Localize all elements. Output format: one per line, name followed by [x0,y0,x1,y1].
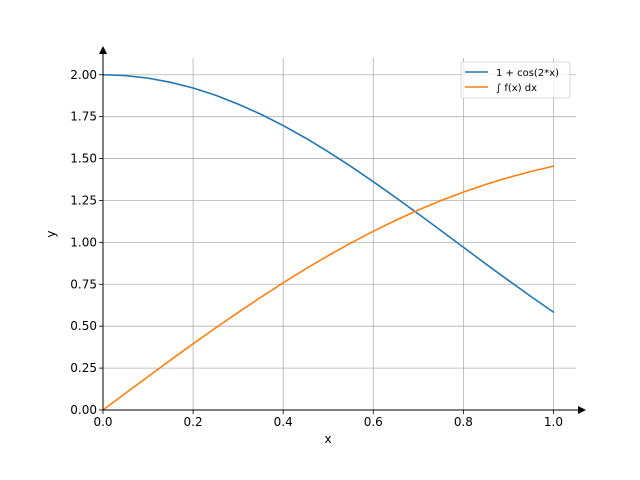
axes [99,46,586,414]
series-line-2 [102,165,555,411]
legend-label-1: 1 + cos(2*x) [496,68,559,79]
ticks: 0.0 0.2 0.4 0.6 0.8 1.0 0.00 0.25 0.50 0.75 1.00 1.… [70,68,563,429]
y-tick-label: 1.00 [70,235,97,249]
series-lines [102,73,555,411]
y-tick-label: 1.75 [70,110,97,124]
y-tick-label: 0.75 [70,277,97,291]
y-tick-label: 1.50 [70,152,97,166]
x-axis-arrow-icon [578,406,586,414]
x-tick-label: 0.2 [184,415,203,429]
y-tick-label: 0.50 [70,319,97,333]
y-axis-arrow-icon [99,46,107,54]
y-tick-label: 1.25 [70,193,97,207]
x-tick-label: 0.0 [93,415,112,429]
series-line-1 [102,73,555,313]
x-tick-label: 0.4 [274,415,293,429]
legend-box [460,61,571,99]
y-tick-label: 0.25 [70,361,97,375]
x-axis-label: x [324,432,331,446]
legend: 1 + cos(2*x) ∫ f(x) dx [460,61,571,99]
x-tick-label: 0.8 [454,415,473,429]
x-tick-label: 0.6 [364,415,383,429]
y-axis-label: y [44,230,58,237]
x-tick-label: 1.0 [544,415,563,429]
y-tick-label: 0.00 [70,403,97,417]
legend-label-2: ∫ f(x) dx [496,83,537,94]
y-tick-label: 2.00 [70,68,97,82]
